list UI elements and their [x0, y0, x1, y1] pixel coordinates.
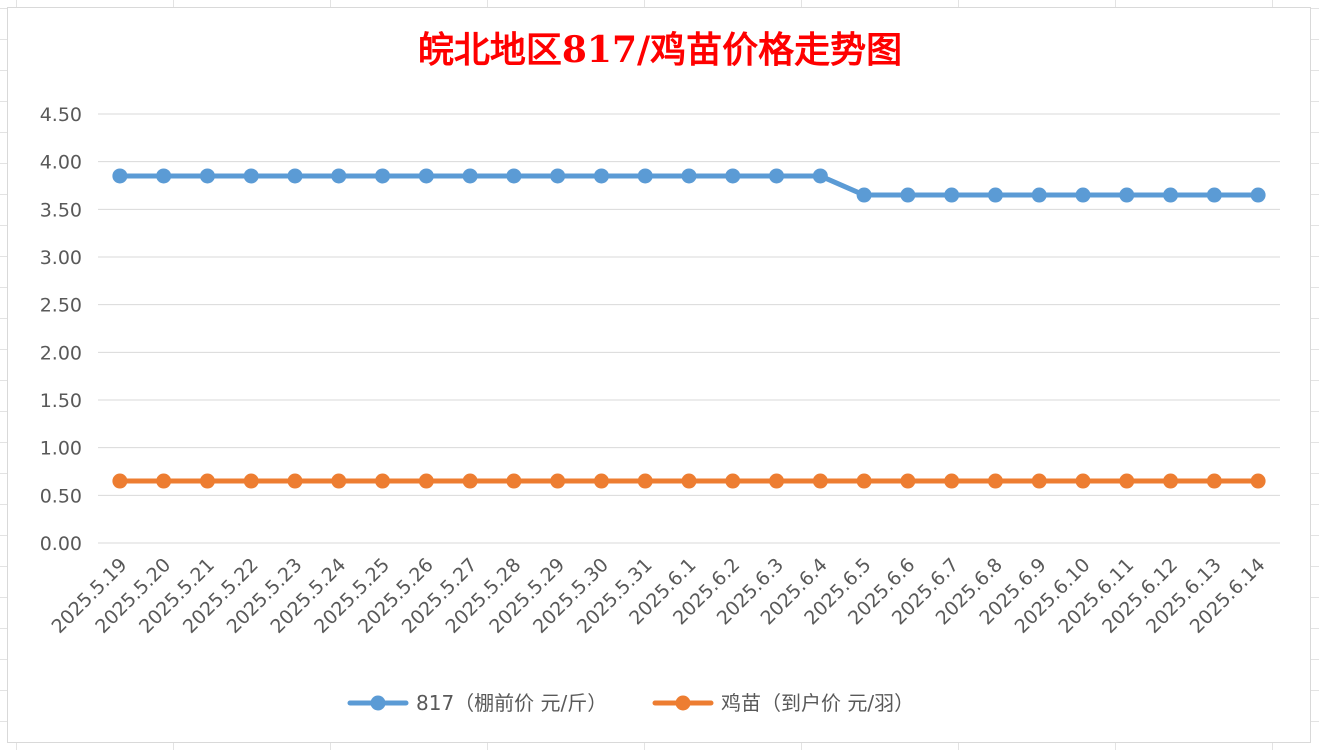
data-point[interactable] — [812, 473, 828, 489]
series-1 — [112, 168, 1266, 203]
y-tick-label: 2.00 — [40, 342, 82, 364]
data-point[interactable] — [769, 473, 785, 489]
data-point[interactable] — [418, 168, 434, 184]
y-tick-label: 1.50 — [40, 390, 82, 412]
y-tick-label: 0.00 — [40, 533, 82, 555]
data-point[interactable] — [550, 168, 566, 184]
data-point[interactable] — [1075, 473, 1091, 489]
gridlines — [98, 113, 1280, 544]
data-point[interactable] — [1206, 473, 1222, 489]
data-point[interactable] — [462, 168, 478, 184]
y-tick-label: 4.00 — [40, 152, 82, 174]
data-point[interactable] — [856, 473, 872, 489]
data-point[interactable] — [637, 473, 653, 489]
chart-title: 皖北地区817/鸡苗价格走势图 — [418, 29, 902, 71]
data-point[interactable] — [769, 168, 785, 184]
data-point[interactable] — [812, 168, 828, 184]
y-tick-label: 1.00 — [40, 438, 82, 460]
data-point[interactable] — [287, 473, 303, 489]
legend-item-2[interactable]: 鸡苗（到户价 元/羽） — [652, 691, 914, 715]
data-point[interactable] — [637, 168, 653, 184]
y-tick-label: 3.50 — [40, 199, 82, 221]
legend-item-1[interactable]: 817（棚前价 元/斤） — [347, 691, 607, 715]
data-point[interactable] — [287, 168, 303, 184]
data-point[interactable] — [243, 473, 259, 489]
data-point[interactable] — [900, 473, 916, 489]
data-point[interactable] — [856, 187, 872, 203]
data-point[interactable] — [1119, 473, 1135, 489]
y-tick-label: 4.50 — [40, 104, 82, 126]
legend-marker — [370, 695, 386, 711]
legend-label: 817（棚前价 元/斤） — [416, 691, 607, 715]
data-point[interactable] — [1163, 473, 1179, 489]
data-point[interactable] — [156, 168, 172, 184]
data-point[interactable] — [1031, 473, 1047, 489]
data-point[interactable] — [681, 473, 697, 489]
legend-label: 鸡苗（到户价 元/羽） — [721, 691, 914, 715]
data-point[interactable] — [112, 168, 128, 184]
data-point[interactable] — [331, 168, 347, 184]
data-point[interactable] — [156, 473, 172, 489]
data-point[interactable] — [375, 168, 391, 184]
legend[interactable]: 817（棚前价 元/斤） 鸡苗（到户价 元/羽） — [347, 691, 914, 715]
y-tick-label: 2.50 — [40, 295, 82, 317]
data-point[interactable] — [681, 168, 697, 184]
y-tick-label: 0.50 — [40, 485, 82, 507]
series-2 — [112, 473, 1266, 489]
data-point[interactable] — [506, 168, 522, 184]
data-point[interactable] — [987, 473, 1003, 489]
data-point[interactable] — [725, 168, 741, 184]
data-point[interactable] — [1163, 187, 1179, 203]
data-point[interactable] — [199, 473, 215, 489]
data-point[interactable] — [944, 187, 960, 203]
data-point[interactable] — [199, 168, 215, 184]
data-point[interactable] — [987, 187, 1003, 203]
data-point[interactable] — [1206, 187, 1222, 203]
data-point[interactable] — [243, 168, 259, 184]
y-axis-ticks: 0.00 0.50 1.00 1.50 2.00 2.50 3.00 3.50 4.00 4.50 — [40, 104, 82, 555]
data-point[interactable] — [112, 473, 128, 489]
x-axis-ticks: 2025.5.192025.5.202025.5.212025.5.222025… — [47, 554, 1269, 638]
data-point[interactable] — [900, 187, 916, 203]
data-point[interactable] — [725, 473, 741, 489]
data-point[interactable] — [375, 473, 391, 489]
data-point[interactable] — [1031, 187, 1047, 203]
data-point[interactable] — [944, 473, 960, 489]
data-point[interactable] — [1119, 187, 1135, 203]
data-point[interactable] — [1250, 187, 1266, 203]
data-point[interactable] — [593, 473, 609, 489]
data-point[interactable] — [593, 168, 609, 184]
data-point[interactable] — [331, 473, 347, 489]
legend-marker — [675, 695, 691, 711]
data-point[interactable] — [462, 473, 478, 489]
chart-area[interactable] — [7, 7, 1311, 743]
data-point[interactable] — [550, 473, 566, 489]
data-point[interactable] — [418, 473, 434, 489]
y-tick-label: 3.00 — [40, 247, 82, 269]
data-point[interactable] — [506, 473, 522, 489]
data-point[interactable] — [1250, 473, 1266, 489]
series-layer — [112, 168, 1266, 489]
data-point[interactable] — [1075, 187, 1091, 203]
